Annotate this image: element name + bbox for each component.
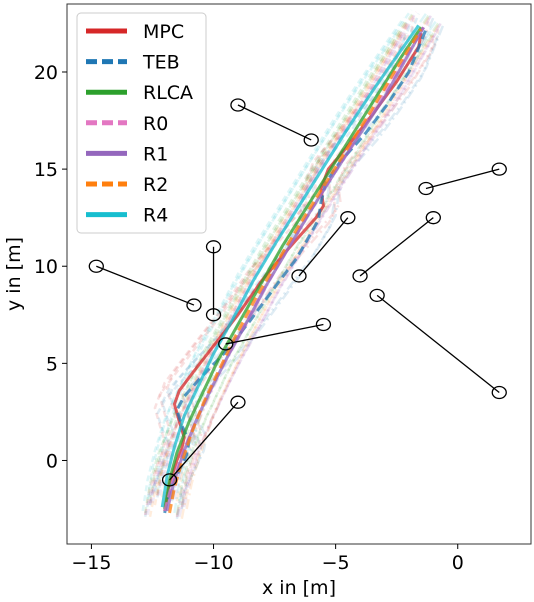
- legend-label: R1: [143, 143, 168, 165]
- faint-trajectory: [182, 25, 443, 509]
- faint-trajectory: [179, 33, 435, 517]
- obstacle-path: [419, 163, 506, 194]
- obstacle-path: [353, 212, 440, 282]
- x-tick-label: −15: [71, 552, 111, 574]
- legend-label: RLCA: [143, 82, 193, 104]
- x-tick-label: 0: [452, 552, 464, 574]
- obstacle-path: [370, 289, 506, 398]
- legend-label: R4: [143, 205, 168, 227]
- faint-trajectory: [182, 35, 434, 519]
- y-tick-label: 15: [34, 159, 58, 181]
- x-axis-label: x in [m]: [262, 577, 336, 599]
- x-tick-label: −5: [322, 552, 350, 574]
- obstacle-path: [89, 260, 201, 311]
- y-axis-label: y in [m]: [3, 237, 25, 311]
- y-tick-label: 0: [46, 450, 58, 472]
- legend-label: R0: [143, 113, 168, 135]
- legend-label: MPC: [143, 21, 184, 43]
- legend: MPC TEB RLCA R0 R1 R2 R4: [77, 13, 206, 233]
- legend-label: R2: [143, 174, 168, 196]
- faint-trajectory: [184, 23, 440, 507]
- obstacle-path: [231, 99, 318, 146]
- y-tick-label: 5: [46, 353, 58, 375]
- legend-label: TEB: [142, 52, 180, 74]
- faint-trajectory: [177, 35, 438, 519]
- y-tick-label: 10: [34, 256, 58, 278]
- y-tick-label: 20: [34, 62, 58, 84]
- faint-trajectory: [182, 29, 438, 507]
- x-tick-label: −10: [193, 552, 233, 574]
